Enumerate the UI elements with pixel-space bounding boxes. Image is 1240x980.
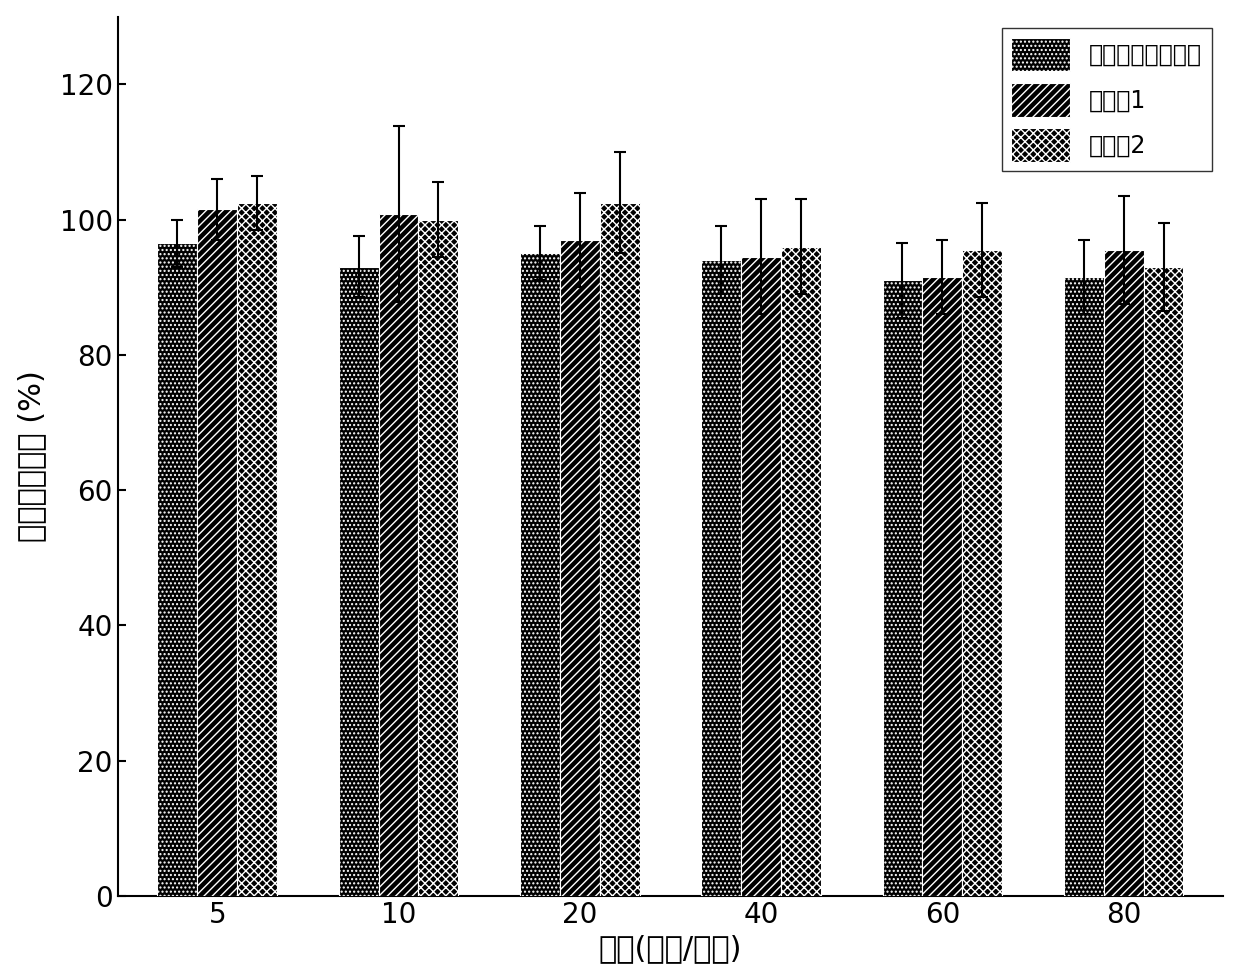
Bar — [197, 210, 237, 896]
Bar — [600, 203, 640, 896]
Bar — [742, 257, 781, 896]
Bar — [237, 203, 277, 896]
Bar — [1143, 267, 1183, 896]
Bar — [781, 247, 821, 896]
Y-axis label: 相对细胞活性 (%): 相对细胞活性 (%) — [16, 370, 46, 542]
Bar — [702, 260, 742, 896]
X-axis label: 浓度(微克/毫升): 浓度(微克/毫升) — [599, 934, 743, 963]
Bar — [923, 277, 962, 896]
Bar — [559, 240, 600, 896]
Legend: 二元基因递送系统, 实施例1, 实施例2: 二元基因递送系统, 实施例1, 实施例2 — [1002, 28, 1211, 172]
Bar — [1104, 250, 1143, 896]
Bar — [1064, 277, 1104, 896]
Bar — [418, 220, 459, 896]
Bar — [157, 243, 197, 896]
Bar — [883, 280, 923, 896]
Bar — [962, 250, 1002, 896]
Bar — [520, 254, 559, 896]
Bar — [339, 267, 378, 896]
Bar — [378, 215, 418, 896]
